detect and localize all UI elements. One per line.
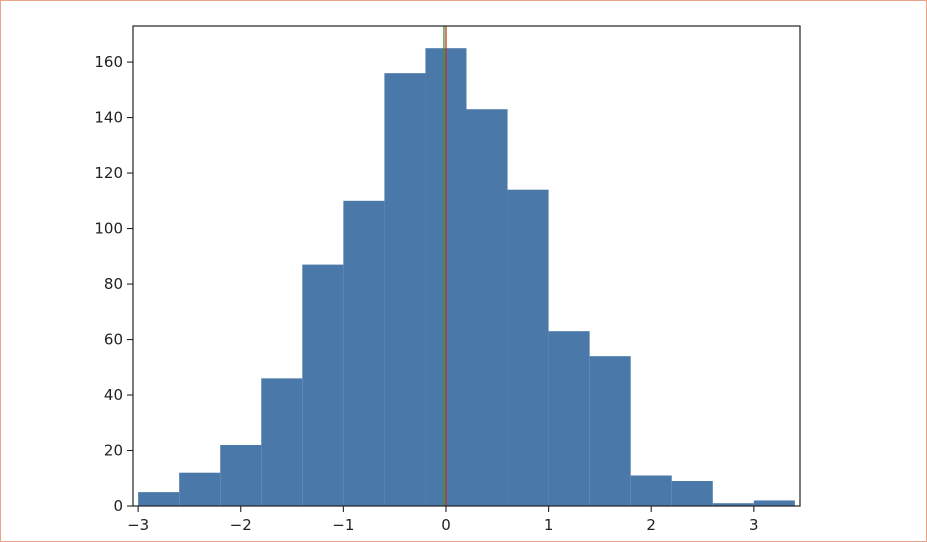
histogram-bar [548,331,590,506]
x-tick-label: 0 [441,516,451,534]
x-axis-ticks: −3 −2 −1 0 1 2 3 [127,506,759,534]
vertical-lines-group [443,26,447,506]
histogram-bar [179,472,221,506]
y-tick-label: 100 [94,220,123,238]
histogram-bar [261,378,303,506]
histogram-bar [138,492,180,506]
y-tick-label: 0 [113,497,123,515]
histogram-bar [671,481,713,506]
histogram-bar [753,500,795,506]
x-tick-label: 3 [749,516,759,534]
x-tick-label: 1 [544,516,554,534]
histogram-bar [589,356,631,506]
histogram-bar [343,200,385,507]
x-tick-label: −1 [332,516,354,534]
histogram-bar [630,475,672,506]
histogram-bar [507,189,549,507]
histogram-bar [384,73,426,506]
plot-area-border [132,25,801,507]
y-tick-label: 160 [94,53,123,71]
x-tick-label: 2 [646,516,656,534]
y-tick-label: 80 [104,275,123,293]
bars-group [138,48,795,507]
y-axis-ticks: 0 20 40 60 80 100 120 140 160 [94,53,133,515]
y-tick-label: 140 [94,109,123,127]
histogram-bar [466,109,508,506]
histogram-bar [712,503,754,506]
x-tick-label: −3 [127,516,149,534]
y-tick-label: 20 [104,442,123,460]
y-tick-label: 120 [94,164,123,182]
y-tick-label: 40 [104,386,123,404]
histogram-bar [302,264,344,506]
histogram-bar [220,444,262,506]
x-tick-label: −2 [230,516,252,534]
y-tick-label: 60 [104,331,123,349]
